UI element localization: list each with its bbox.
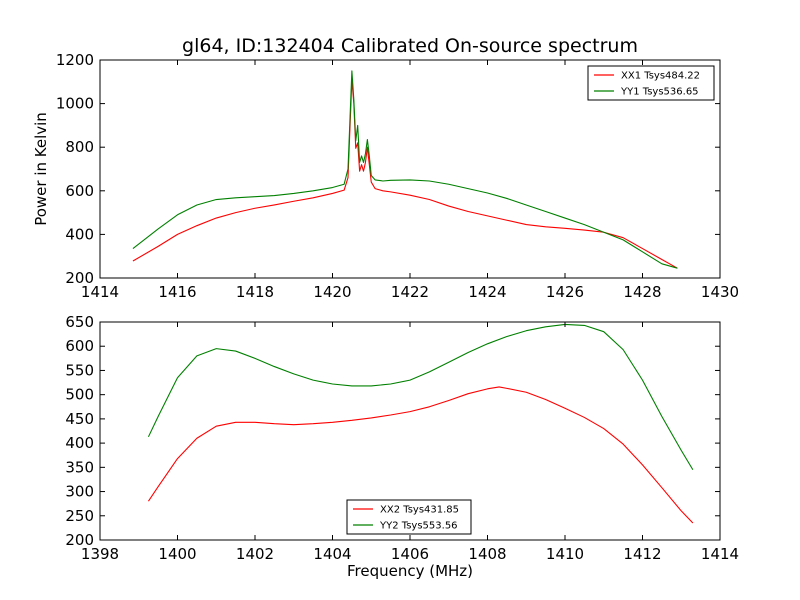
- x-tick-label: 1416: [158, 283, 196, 301]
- y-tick-label: 600: [65, 337, 94, 355]
- x-tick-label: 1428: [623, 283, 661, 301]
- x-tick-label: 1418: [236, 283, 274, 301]
- y-tick-label: 400: [65, 225, 94, 243]
- x-tick-label: 1408: [468, 545, 506, 563]
- y-tick-label: 800: [65, 138, 94, 156]
- x-tick-label: 1414: [701, 545, 739, 563]
- y-tick-label: 300: [65, 483, 94, 501]
- series-line-first: [132, 79, 678, 269]
- series-line-second: [132, 70, 678, 269]
- x-tick-label: 1398: [81, 545, 119, 563]
- y-tick-label: 200: [65, 531, 94, 549]
- x-tick-label: 1406: [391, 545, 429, 563]
- legend-label: YY2 Tsys553.56: [379, 521, 458, 532]
- y-tick-label: 400: [65, 434, 94, 452]
- y-tick-label: 500: [65, 386, 94, 404]
- top-plot: 1414 1416 1418 1420 1422 1424 1426 1428 1430 200 4…: [32, 51, 739, 301]
- x-tick-label: 1426: [546, 283, 584, 301]
- x-axis-title: Frequency (MHz): [347, 562, 473, 580]
- y-tick-label: 600: [65, 182, 94, 200]
- y-tick-label: 450: [65, 410, 94, 428]
- x-tick-label: 1420: [313, 283, 351, 301]
- legend-label: YY1 Tsys536.65: [620, 87, 699, 98]
- y-tick-label: 1000: [56, 95, 94, 113]
- y-axis-title: Power in Kelvin: [32, 112, 50, 226]
- legend-label: XX1 Tsys484.22: [621, 71, 700, 82]
- bottom-plot: 1398 1400 1402 1404 1406 1408 1410 1412 1414 200 2…: [65, 313, 739, 580]
- x-tick-label: 1424: [468, 283, 506, 301]
- y-tick-label: 650: [65, 313, 94, 331]
- x-tick-label: 1410: [546, 545, 584, 563]
- x-tick-label: 1404: [313, 545, 351, 563]
- legend-box: [587, 65, 715, 101]
- legend: XX1 Tsys484.22 YY1 Tsys536.65: [587, 65, 715, 101]
- legend-label: XX2 Tsys431.85: [380, 505, 459, 516]
- y-tick-label: 1200: [56, 51, 94, 69]
- y-tick-label: 350: [65, 458, 94, 476]
- x-tick-label: 1414: [81, 283, 119, 301]
- legend-box: [346, 499, 472, 535]
- x-tick-label: 1430: [701, 283, 739, 301]
- y-tick-label: 200: [65, 269, 94, 287]
- chart-title: gl64, ID:132404 Calibrated On-source spe…: [182, 35, 638, 57]
- series-line-second: [147, 323, 694, 471]
- legend: XX2 Tsys431.85 YY2 Tsys553.56: [346, 499, 472, 535]
- series-line-first: [147, 386, 694, 524]
- x-tick-label: 1400: [158, 545, 196, 563]
- y-tick-label: 250: [65, 507, 94, 525]
- x-tick-label: 1422: [391, 283, 429, 301]
- x-tick-label: 1412: [623, 545, 661, 563]
- x-tick-label: 1402: [236, 545, 274, 563]
- y-tick-label: 550: [65, 361, 94, 379]
